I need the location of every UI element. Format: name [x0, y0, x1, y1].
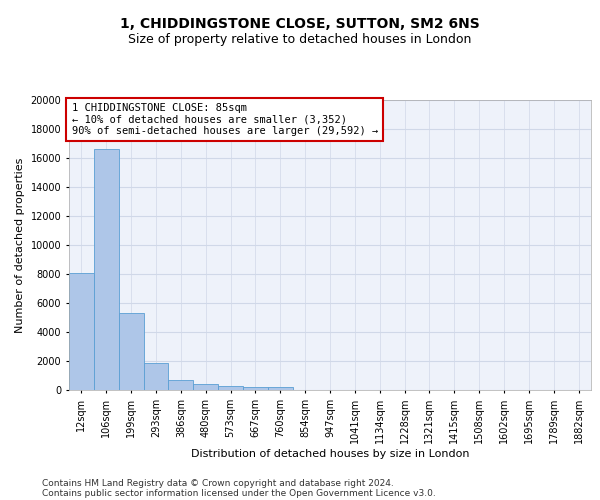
- Bar: [119, 313, 143, 390]
- Bar: [169, 380, 193, 390]
- Bar: [193, 384, 218, 390]
- Bar: [143, 363, 169, 390]
- Bar: [243, 386, 268, 390]
- Text: Contains HM Land Registry data © Crown copyright and database right 2024.: Contains HM Land Registry data © Crown c…: [42, 478, 394, 488]
- Bar: [268, 387, 293, 390]
- Text: 1, CHIDDINGSTONE CLOSE, SUTTON, SM2 6NS: 1, CHIDDINGSTONE CLOSE, SUTTON, SM2 6NS: [120, 18, 480, 32]
- Text: 1 CHIDDINGSTONE CLOSE: 85sqm
← 10% of detached houses are smaller (3,352)
90% of: 1 CHIDDINGSTONE CLOSE: 85sqm ← 10% of de…: [71, 103, 378, 136]
- Y-axis label: Number of detached properties: Number of detached properties: [15, 158, 25, 332]
- X-axis label: Distribution of detached houses by size in London: Distribution of detached houses by size …: [191, 448, 469, 458]
- Bar: [94, 150, 119, 390]
- Bar: [69, 272, 94, 390]
- Bar: [218, 386, 243, 390]
- Text: Contains public sector information licensed under the Open Government Licence v3: Contains public sector information licen…: [42, 488, 436, 498]
- Text: Size of property relative to detached houses in London: Size of property relative to detached ho…: [128, 32, 472, 46]
